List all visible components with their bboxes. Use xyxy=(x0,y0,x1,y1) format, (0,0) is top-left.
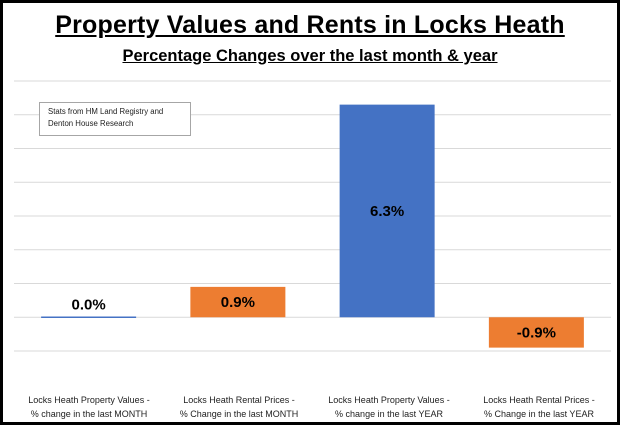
data-label-4: -0.9% xyxy=(517,324,556,341)
bar-1 xyxy=(41,316,137,318)
category-label-2-line-1: Locks Heath Rental Prices - xyxy=(183,395,295,405)
plot-area: 0.0% 0.9% 6.3% -0.9% xyxy=(14,80,611,352)
category-label-1: Locks Heath Property Values - % change i… xyxy=(14,393,164,421)
data-label-2: 0.9% xyxy=(221,294,255,311)
bar-2 xyxy=(190,286,286,318)
chart-subtitle: Percentage Changes over the last month &… xyxy=(122,47,498,65)
category-label-4-line-1: Locks Heath Rental Prices - xyxy=(483,395,595,405)
category-label-2: Locks Heath Rental Prices - % Change in … xyxy=(164,393,314,421)
category-label-1-line-1: Locks Heath Property Values - xyxy=(28,395,150,405)
category-label-3: Locks Heath Property Values - % change i… xyxy=(314,393,464,421)
bar-4 xyxy=(488,317,584,348)
data-label-3: 6.3% xyxy=(370,203,404,220)
chart-title: Property Values and Rents in Locks Heath xyxy=(55,11,565,39)
bar-3 xyxy=(339,104,435,318)
category-label-3-line-2: % change in the last YEAR xyxy=(335,409,443,419)
source-note-line-2: Denton House Research xyxy=(48,119,134,128)
category-label-1-line-2: % change in the last MONTH xyxy=(30,409,148,419)
source-note: Stats from HM Land Registry and Denton H… xyxy=(39,102,191,136)
category-label-2-line-2: % Change in the last MONTH xyxy=(179,409,299,419)
data-label-1: 0.0% xyxy=(72,296,106,313)
category-label-4: Locks Heath Rental Prices - % Change in … xyxy=(464,393,614,421)
category-label-3-line-1: Locks Heath Property Values - xyxy=(328,395,450,405)
source-note-line-1: Stats from HM Land Registry and xyxy=(48,107,164,116)
category-label-4-line-2: % Change in the last YEAR xyxy=(484,409,594,419)
